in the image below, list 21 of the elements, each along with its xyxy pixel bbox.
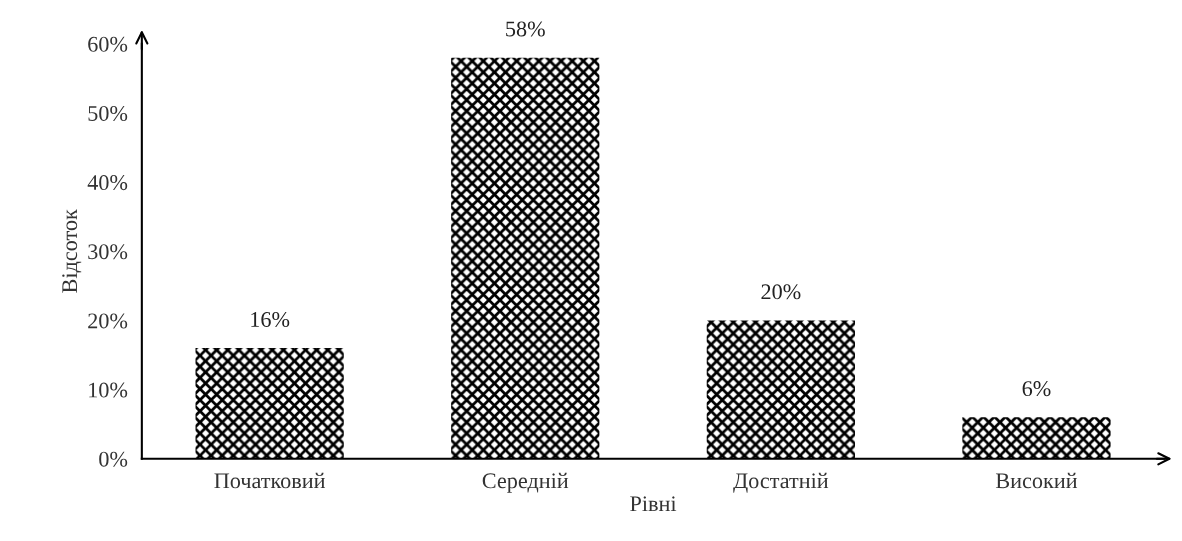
bar xyxy=(962,417,1111,459)
y-tick-label: 40% xyxy=(87,175,128,191)
y-axis-title: Відсоток xyxy=(62,209,82,293)
data-label: 20% xyxy=(761,284,801,300)
y-tick-label: 60% xyxy=(88,36,128,52)
y-tick-label: 10% xyxy=(89,382,128,398)
bar xyxy=(706,320,855,459)
x-tick-label: Початковий xyxy=(214,472,326,489)
data-label: 58% xyxy=(506,21,545,37)
x-tick-label: Достатній xyxy=(733,472,829,493)
data-label: 6% xyxy=(1022,381,1051,397)
bar xyxy=(451,57,600,459)
y-tick-label: 0% xyxy=(99,451,128,467)
bar xyxy=(195,348,344,459)
x-axis-title: Рівні xyxy=(630,496,677,512)
y-tick-label: 30% xyxy=(88,244,128,260)
x-tick-label: Середній xyxy=(482,472,569,493)
data-label: 16% xyxy=(251,311,290,328)
x-tick-label: Високий xyxy=(995,472,1078,489)
y-tick-label: 20% xyxy=(88,313,128,329)
y-tick-label: 50% xyxy=(88,105,128,121)
